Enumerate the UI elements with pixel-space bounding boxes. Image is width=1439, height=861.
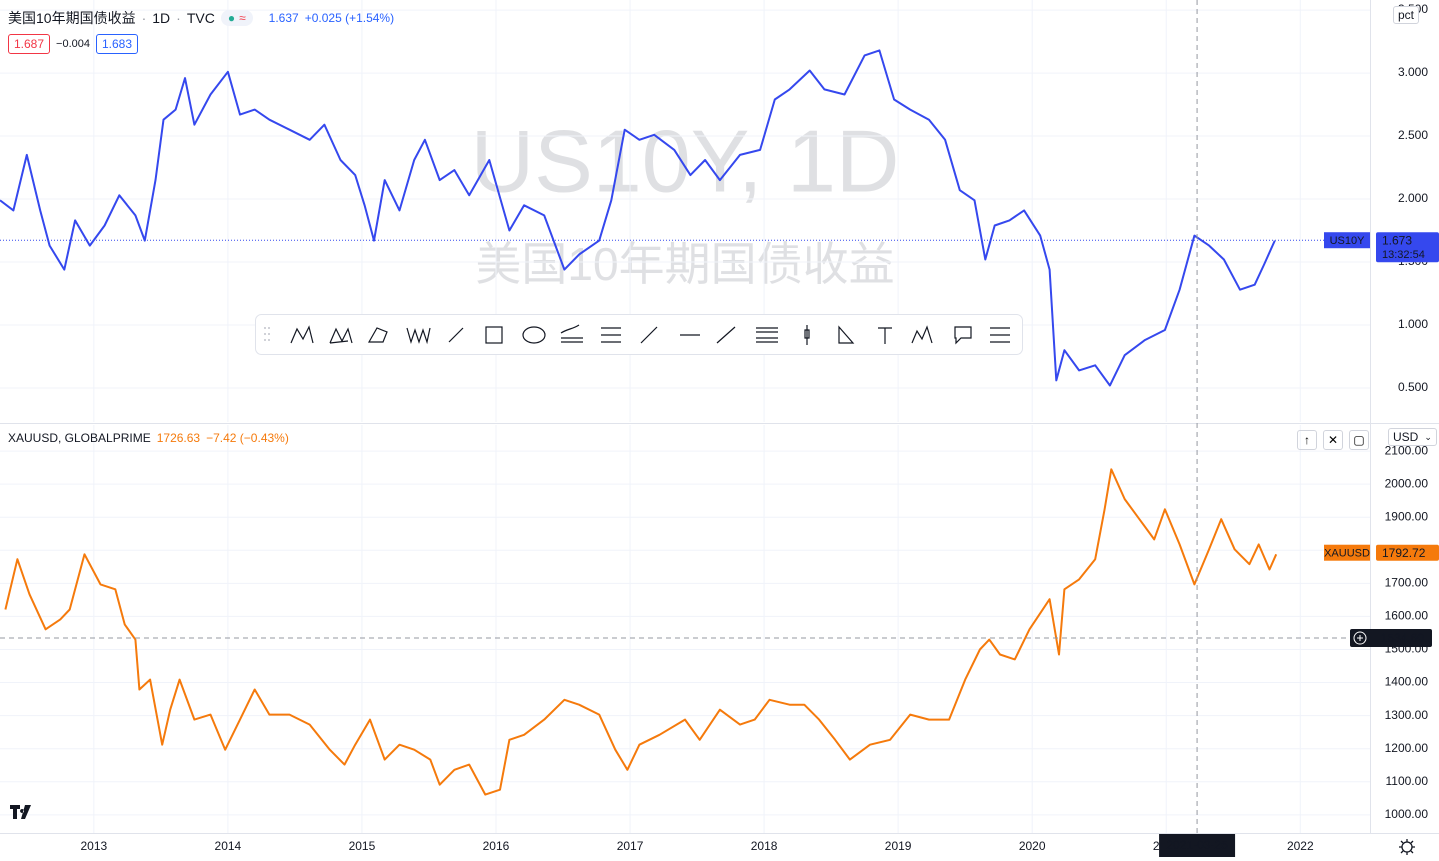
pane-buttons: ↑ ✕ ▢ xyxy=(1297,430,1369,450)
tool-ellipse[interactable] xyxy=(522,326,546,344)
tool-abcd[interactable] xyxy=(367,327,388,343)
tool-lines[interactable] xyxy=(756,327,778,343)
tool-ray[interactable] xyxy=(640,326,658,344)
bid[interactable]: 1.687 xyxy=(8,34,51,54)
last-price-box xyxy=(1376,232,1439,263)
y-tick-label: 1900.00 xyxy=(1385,509,1429,523)
x-tick-label: 2020 xyxy=(1019,839,1046,853)
y-tick-label: 1.000 xyxy=(1398,317,1428,331)
series-name-box xyxy=(1324,232,1370,249)
currency-button[interactable]: USD ⌄ xyxy=(1388,428,1437,446)
symbol-title[interactable]: 美国10年期国债收益 xyxy=(8,10,136,26)
x-tick-label: 2018 xyxy=(751,839,778,853)
crosshair-plus xyxy=(1357,635,1363,642)
y-tick-label: 1300.00 xyxy=(1385,708,1429,722)
tool-xabcd[interactable] xyxy=(290,325,314,344)
x-tick-label: 2016 xyxy=(483,839,510,853)
tool-rect[interactable] xyxy=(485,326,503,344)
drawing-toolbar xyxy=(255,314,1023,355)
tool-pattern[interactable] xyxy=(911,325,933,344)
gear xyxy=(1401,841,1413,853)
y-tick-label: 1600.00 xyxy=(1385,609,1429,623)
y-tick-label: 1200.00 xyxy=(1385,741,1429,755)
status-pill[interactable]: ● ≈ xyxy=(220,10,253,26)
y-tick-label: 2.000 xyxy=(1398,191,1428,205)
crosshair-price-label: 1534.60 xyxy=(1381,631,1425,645)
last-price-label: 1792.72 xyxy=(1382,546,1426,560)
watermark-symbol: US10Y, 1D xyxy=(471,111,900,210)
tool-fib[interactable] xyxy=(560,324,583,343)
series-name-box xyxy=(1324,544,1370,561)
toolbar-bg xyxy=(255,314,1023,355)
logo-mark xyxy=(10,805,31,819)
tool-callout[interactable] xyxy=(954,326,972,345)
change: +0.025 (+1.54%) xyxy=(304,11,395,25)
quote-row: 1.687 −0.004 1.683 xyxy=(8,34,139,54)
legend-gold: XAUUSD, GLOBALPRIME 1726.63 −7.42 (−0.43… xyxy=(8,431,289,445)
gear-teeth xyxy=(1399,839,1415,855)
last-price-box xyxy=(1376,544,1439,561)
series-line xyxy=(0,49,1276,387)
source: TVC xyxy=(186,10,215,26)
logo[interactable] xyxy=(9,802,39,822)
tool-text[interactable] xyxy=(878,327,892,344)
interval[interactable]: 1D xyxy=(152,10,171,26)
x-tick-label: 2017 xyxy=(617,839,644,853)
x-tick-label: 2022 xyxy=(1287,839,1314,853)
tool-arrow[interactable] xyxy=(716,326,736,344)
y-tick-label: 1700.00 xyxy=(1385,576,1429,590)
change: −7.42 (−0.43%) xyxy=(206,431,289,445)
ask[interactable]: 1.683 xyxy=(95,34,139,54)
maximize-pane[interactable]: ▢ xyxy=(1349,430,1369,450)
series-line xyxy=(4,468,1278,796)
last-value: 1.637 xyxy=(268,11,299,25)
currency: USD xyxy=(1393,430,1419,444)
crosshair-price-box xyxy=(1350,629,1432,648)
symbol-title[interactable]: XAUUSD, GLOBALPRIME xyxy=(8,431,151,445)
tool-cypher[interactable] xyxy=(329,327,353,344)
y-tick-label: 2100.00 xyxy=(1385,443,1429,457)
x-tick-label: 2014 xyxy=(215,839,242,853)
legend-main: 美国10年期国债收益 · 1D · TVC ● ≈ 1.637 +0.025 (+1.… xyxy=(8,10,395,26)
tool-trend[interactable] xyxy=(448,327,464,343)
crosshair-date-label: 2021-03-25 xyxy=(1166,838,1228,852)
y-tick-label: 3.000 xyxy=(1398,65,1428,79)
tool-elliott[interactable] xyxy=(406,327,431,345)
unit-button[interactable]: pct xyxy=(1393,6,1420,24)
x-tick-label: 2019 xyxy=(885,839,912,853)
y-tick-label: 2.500 xyxy=(1398,128,1428,142)
tool-vline[interactable] xyxy=(804,325,810,345)
series-name-label: XAUUSD xyxy=(1324,548,1370,560)
tool-channel[interactable] xyxy=(601,327,621,343)
y-tick-label: 0.500 xyxy=(1398,380,1428,394)
toolbar-icons xyxy=(264,324,1010,345)
settings-button[interactable] xyxy=(1397,837,1417,857)
x-tick-label: 2013 xyxy=(80,839,107,853)
series-name-label: US10Y xyxy=(1330,235,1366,247)
tool-settings[interactable] xyxy=(990,327,1010,343)
move-up[interactable]: ↑ xyxy=(1297,430,1317,450)
y-tick-label: 1400.00 xyxy=(1385,675,1429,689)
crosshair-date-box xyxy=(1159,834,1236,857)
last-price-label: 1.673 xyxy=(1382,233,1412,247)
tool-triangle[interactable] xyxy=(838,325,855,344)
x-tick-label: 2015 xyxy=(349,839,376,853)
y-tick-label: 1100.00 xyxy=(1386,774,1429,788)
y-tick-label: 1000.00 xyxy=(1385,807,1429,821)
last-value: 1726.63 xyxy=(156,431,201,445)
watermark-name: 美国10年期国债收益 xyxy=(475,238,894,290)
spread: −0.004 xyxy=(56,38,90,50)
countdown-label: 13:32:54 xyxy=(1382,249,1425,261)
y-tick-label: 2000.00 xyxy=(1385,476,1429,490)
close-pane[interactable]: ✕ xyxy=(1323,430,1343,450)
crosshair-add xyxy=(1353,631,1367,645)
